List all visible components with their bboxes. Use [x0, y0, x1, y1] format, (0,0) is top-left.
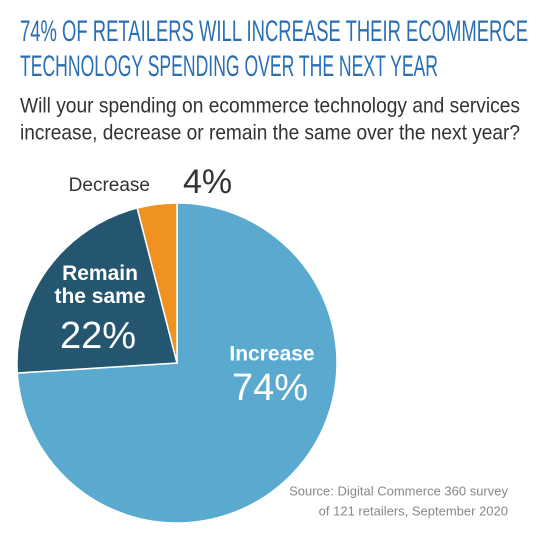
chart-subtitle: Will your spending on ecommerce technolo… [20, 95, 520, 118]
slice-label: Decrease [69, 175, 150, 196]
source-note: of 121 retailers, September 2020 [319, 503, 508, 518]
slice-label: Increase [229, 343, 314, 366]
slice-value-label: 4% [183, 163, 232, 201]
source-note: Source: Digital Commerce 360 survey [289, 483, 508, 498]
slice-label: Remain the same [54, 262, 145, 308]
slice-value-label: 74% [232, 367, 308, 409]
chart-title: TECHNOLOGY SPENDING OVER THE NEXT YEAR [20, 50, 438, 83]
chart-subtitle: increase, decrease or remain the same ov… [20, 122, 520, 145]
pie-slice [136, 202, 178, 364]
slice-value-label: 22% [60, 315, 136, 357]
pie-slice [16, 207, 178, 374]
chart-title: 74% OF RETAILERS WILL INCREASE THEIR ECO… [20, 15, 528, 48]
